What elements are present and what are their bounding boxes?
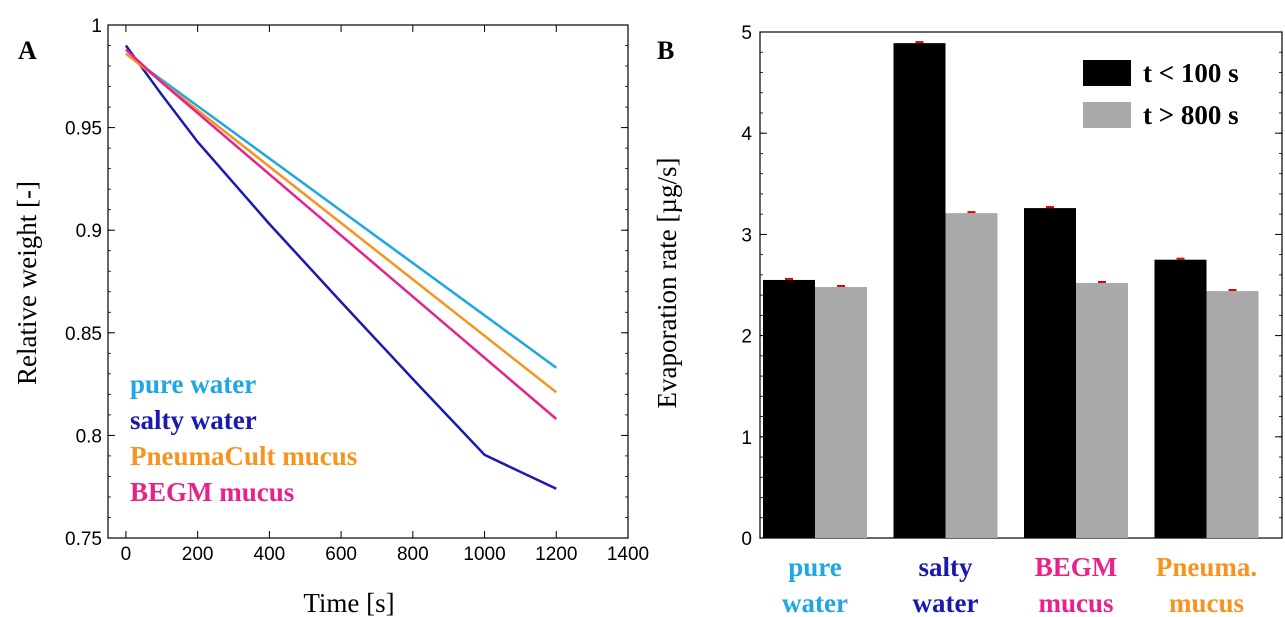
y-tick-label: 3 [741, 225, 752, 246]
category-label-line1: salty [919, 552, 974, 582]
panel-b-letter: B [657, 36, 674, 65]
y-tick-label: 1 [91, 16, 102, 37]
legend-entry: pure water [130, 369, 256, 399]
panel-b-y-axis-title: Evaporation rate [µg/s] [652, 158, 682, 409]
category-label-line1: BEGM [1035, 552, 1118, 582]
bar-early [1154, 259, 1207, 538]
panel-a-y-axis-title: Relative weight [-] [12, 181, 42, 385]
panel-a-plot-frame [107, 24, 629, 539]
category-label-line2: water [782, 588, 848, 617]
series-line-4 [125, 48, 558, 420]
panel-a-ticks: 0 200 400 600 800 1000 1200 1400 0.75 0.8 0.85 0.9 0… [65, 16, 649, 565]
legend-label: t < 100 s [1143, 58, 1239, 88]
bar-early [1024, 208, 1076, 538]
y-tick-label: 0 [741, 529, 752, 550]
legend-swatch [1083, 60, 1131, 86]
panel-b-bar-chart: B Evaporation rate [µg/s] 0 1 2 3 4 5 pure wat… [652, 23, 1283, 617]
bar-late [945, 213, 998, 538]
legend-entry: salty water [130, 405, 257, 435]
category-label-line2: mucus [1038, 588, 1113, 617]
x-tick-label: 200 [182, 544, 214, 565]
bar-late [815, 287, 867, 538]
y-tick-label: 0.85 [65, 324, 102, 345]
x-tick-label: 800 [397, 544, 429, 565]
bar-early [763, 279, 815, 538]
panel-b-bars [763, 41, 1259, 539]
panel-b-category-labels: pure water salty water BEGM mucus Pneuma. mucus [782, 552, 1257, 617]
legend-entry: PneumaCult mucus [130, 441, 357, 471]
x-tick-label: 1400 [607, 544, 649, 565]
bar-late [1206, 291, 1259, 538]
y-tick-label: 0.95 [65, 119, 102, 140]
panel-a-series-lines [124, 44, 558, 490]
bar-early [893, 43, 946, 539]
y-tick-label: 1 [741, 428, 752, 449]
y-tick-label: 0.75 [65, 529, 102, 550]
y-tick-label: 0.9 [76, 221, 102, 242]
panel-a-x-axis-title: Time [s] [303, 588, 394, 617]
x-tick-label: 1000 [463, 544, 505, 565]
panel-b-plot-frame [759, 31, 1283, 539]
legend-entry: BEGM mucus [130, 477, 294, 507]
category-label-line1: Pneuma. [1156, 552, 1257, 582]
y-tick-label: 0.8 [76, 426, 102, 447]
panel-b-legend: t < 100 s t > 800 s [1083, 58, 1239, 130]
y-tick-label: 2 [741, 327, 752, 348]
panel-a-legend: pure water salty water PneumaCult mucus BEG… [130, 369, 357, 507]
panel-a-line-chart: A Relative weight [-] Time [s] 0 200 400 60… [12, 16, 649, 617]
panel-b-ticks: 0 1 2 3 4 5 [741, 23, 1282, 550]
legend-swatch [1083, 102, 1131, 128]
category-label-line1: pure [788, 552, 842, 582]
x-tick-label: 1200 [535, 544, 577, 565]
y-tick-label: 4 [741, 124, 752, 145]
series-line-1 [125, 52, 558, 369]
series-line-3 [125, 52, 558, 394]
category-label-line2: water [913, 588, 979, 617]
series-line-2 [124, 44, 557, 490]
bar-late [1076, 282, 1128, 538]
legend-label: t > 800 s [1143, 100, 1239, 130]
panel-a-plot-area [107, 24, 629, 539]
panel-a-letter: A [18, 36, 37, 65]
panel-b-plot-area [759, 31, 1283, 539]
category-label-line2: mucus [1169, 588, 1244, 617]
x-tick-label: 600 [325, 544, 357, 565]
y-tick-label: 5 [741, 23, 752, 44]
x-tick-label: 0 [121, 544, 132, 565]
x-tick-label: 400 [254, 544, 286, 565]
